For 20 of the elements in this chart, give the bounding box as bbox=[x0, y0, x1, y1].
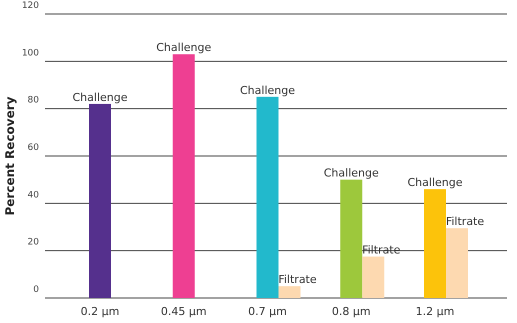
y-tick-label: 20 bbox=[28, 238, 40, 248]
series-label: Filtrate bbox=[278, 273, 317, 286]
x-tick-label: 1.2 µm bbox=[416, 305, 454, 318]
text: Challenge bbox=[324, 166, 379, 180]
text: Challenge bbox=[156, 41, 212, 54]
y-tick-label: 60 bbox=[28, 143, 40, 153]
text: Challenge bbox=[240, 84, 295, 97]
text: Filtrate bbox=[446, 215, 484, 228]
x-tick-label: 0.45 µm bbox=[160, 305, 207, 318]
y-tick-label: 40 bbox=[28, 190, 40, 200]
x-tick-label: 0.2 µm bbox=[80, 305, 120, 318]
y-tick-label: 120 bbox=[22, 1, 40, 11]
y-tick-label: 100 bbox=[22, 48, 40, 58]
text: Challenge bbox=[408, 176, 462, 190]
x-tick-label: 0.7 µm bbox=[248, 305, 287, 318]
y-tick-label: 80 bbox=[28, 96, 40, 106]
y-tick-label: 0 bbox=[33, 285, 40, 295]
y-axis-title: Percent Recovery bbox=[3, 96, 17, 216]
series-label: Challenge bbox=[72, 90, 128, 104]
x-tick-label: 0.8 µm bbox=[332, 305, 371, 318]
